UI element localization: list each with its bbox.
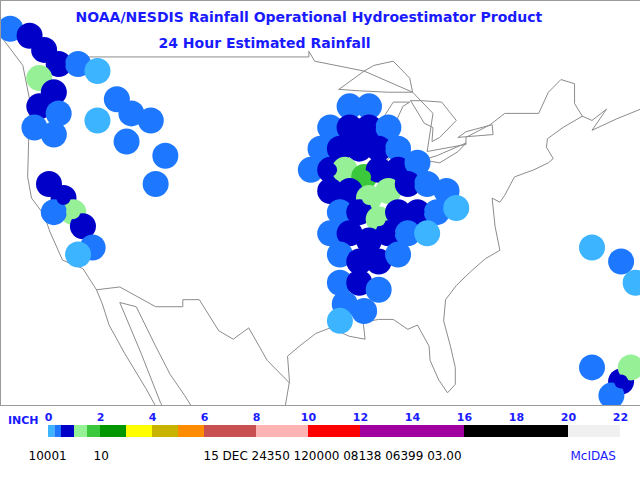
svg-text:INCH: INCH	[8, 414, 39, 427]
svg-text:18: 18	[509, 411, 524, 424]
svg-text:10: 10	[301, 411, 317, 424]
svg-text:0: 0	[45, 411, 53, 424]
svg-text:8: 8	[253, 411, 261, 424]
svg-text:14: 14	[405, 411, 421, 424]
svg-text:NOAA/NESDIS Rainfall Operation: NOAA/NESDIS Rainfall Operational Hydroes…	[76, 9, 543, 25]
svg-text:McIDAS: McIDAS	[571, 449, 616, 463]
svg-text:10001: 10001	[29, 449, 67, 463]
svg-text:15 DEC 24350 120000 08138 0639: 15 DEC 24350 120000 08138 06399 03.00	[204, 449, 462, 463]
svg-text:24 Hour Estimated Rainfall: 24 Hour Estimated Rainfall	[159, 35, 371, 51]
svg-text:20: 20	[561, 411, 577, 424]
svg-text:12: 12	[353, 411, 368, 424]
svg-text:4: 4	[149, 411, 157, 424]
svg-text:16: 16	[457, 411, 473, 424]
svg-text:22: 22	[613, 411, 628, 424]
svg-text:6: 6	[201, 411, 209, 424]
svg-text:2: 2	[97, 411, 105, 424]
svg-text:10: 10	[94, 449, 109, 463]
